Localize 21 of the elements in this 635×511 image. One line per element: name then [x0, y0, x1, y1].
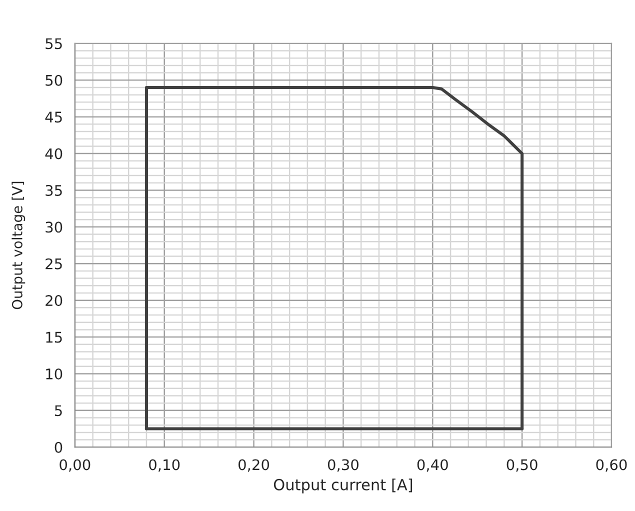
y-tick-label: 15	[46, 332, 62, 343]
x-tick-label: 0,40	[417, 459, 448, 472]
y-tick-label: 10	[46, 368, 62, 380]
y-axis-title: Output voltage [V]	[12, 182, 26, 310]
y-tick-label: 25	[46, 258, 62, 270]
x-tick-label: 0,60	[596, 459, 627, 472]
x-tick-label: 0,20	[238, 459, 270, 472]
y-tick-label: 40	[45, 148, 62, 160]
y-tick-label: 20	[46, 295, 62, 306]
y-tick-label: 45	[45, 112, 62, 123]
y-tick-label: 50	[46, 74, 62, 86]
y-tick-label: 35	[46, 184, 62, 196]
y-tick-label: 5	[54, 405, 62, 416]
y-tick-label: 30	[46, 222, 62, 233]
x-tick-label: 0,50	[506, 459, 538, 472]
x-axis-title: Output current [A]	[274, 478, 412, 494]
x-tick-label: 0,10	[149, 459, 180, 472]
x-tick-label: 0,00	[60, 459, 90, 472]
y-tick-label: 55	[46, 38, 62, 50]
x-tick-label: 0,30	[328, 459, 358, 472]
y-tick-label: 0	[54, 442, 62, 453]
